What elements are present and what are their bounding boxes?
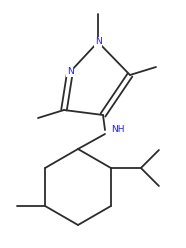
Text: N: N [67,67,73,76]
Text: N: N [95,37,101,47]
Text: NH: NH [111,125,124,134]
